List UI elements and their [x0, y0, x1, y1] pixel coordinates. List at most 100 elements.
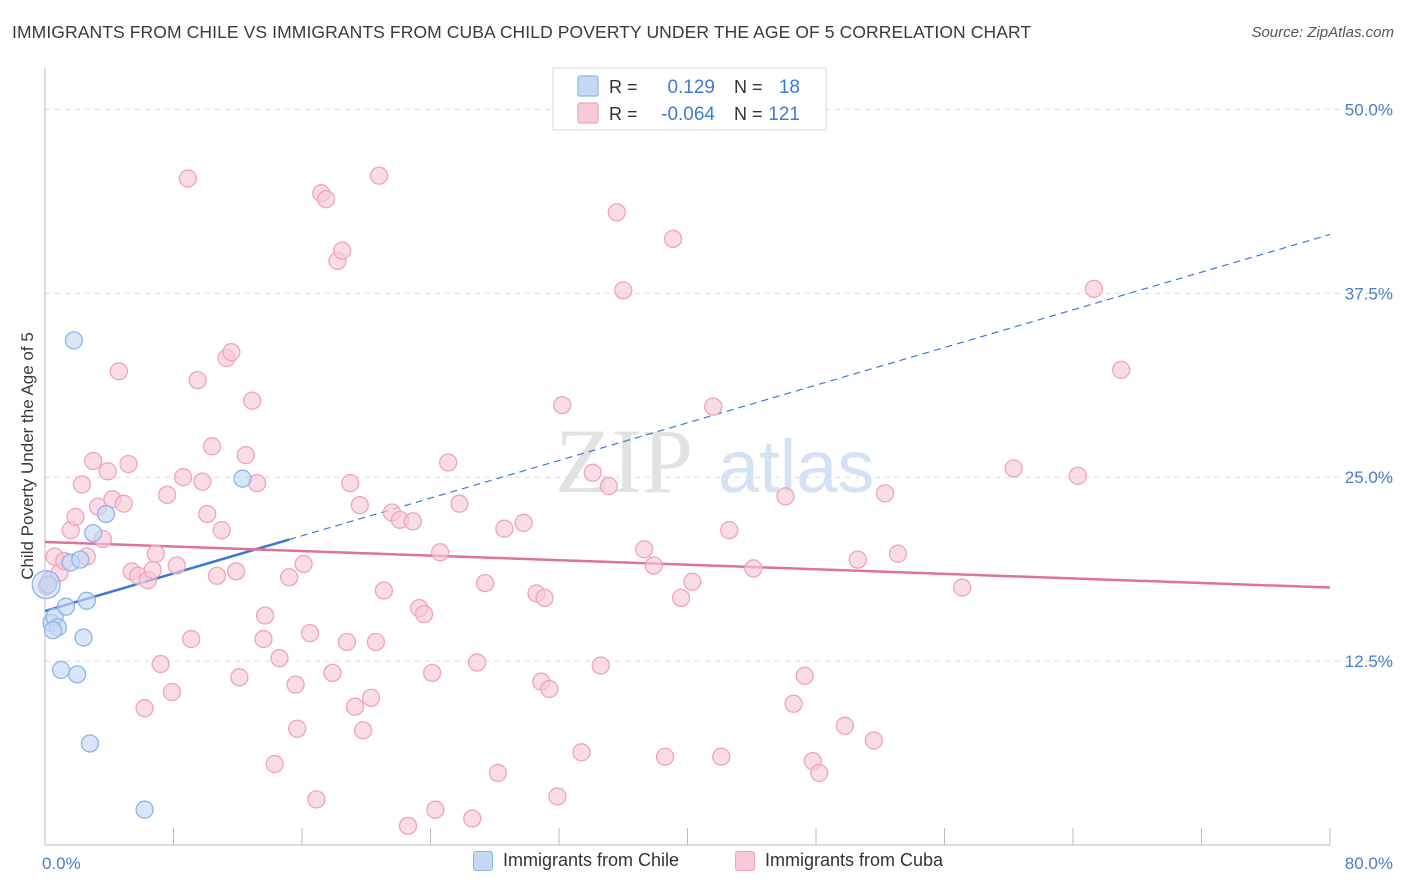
cuba-point: [202, 437, 222, 456]
cuba-point: [270, 649, 289, 668]
cuba-point: [488, 763, 508, 783]
cuba-point: [72, 475, 92, 494]
chile-point: [64, 331, 84, 350]
cuba-point: [535, 588, 554, 607]
cuba-point: [720, 521, 739, 540]
cuba-point: [193, 472, 212, 491]
gridlines: [45, 108, 1395, 662]
cuba-point: [143, 560, 162, 580]
cuba-point: [614, 281, 633, 300]
cuba-point: [875, 484, 895, 503]
cuba-point: [540, 679, 559, 699]
y-tick-labels: 12.5% 25.0% 37.5% 50.0%: [1345, 100, 1393, 671]
cuba-point: [683, 572, 702, 591]
cuba-point: [361, 688, 381, 708]
cuba-point: [222, 343, 241, 362]
chile-point: [56, 597, 76, 616]
cuba-point: [316, 190, 336, 209]
chile-point: [43, 621, 63, 640]
cuba-point: [207, 566, 227, 585]
cuba-point: [1068, 466, 1087, 485]
watermark-atlas: atlas: [718, 425, 874, 508]
cuba-point: [644, 556, 663, 575]
cuba-point: [109, 362, 129, 381]
trend-line-cuba: [44, 540, 1331, 589]
legend-n-label-cuba: N =: [734, 104, 763, 124]
cuba-point: [350, 496, 369, 515]
legend-n-value-chile: 18: [779, 77, 800, 98]
cuba-point: [888, 544, 908, 563]
cuba-point: [337, 632, 357, 652]
cuba-point: [398, 816, 418, 836]
cuba-point: [300, 624, 320, 643]
cuba-point: [230, 668, 249, 687]
axes: [44, 68, 1331, 846]
cuba-point: [450, 494, 469, 513]
cuba-point: [167, 556, 186, 575]
cuba-point: [162, 682, 182, 702]
cuba-point: [835, 716, 855, 735]
correlation-legend: R = 0.129 N = 18 R = -0.064 N = 121: [552, 67, 827, 131]
series-label-cuba: Immigrants from Cuba: [765, 850, 944, 870]
cuba-point: [182, 629, 201, 649]
x-tick-label-min: 0.0%: [42, 854, 81, 873]
chart-title: IMMIGRANTS FROM CHILE VS IMMIGRANTS FROM…: [12, 22, 1032, 42]
y-axis-label: Child Poverty Under the Age of 5: [18, 332, 37, 580]
cuba-point: [84, 451, 103, 471]
cuba-point: [288, 719, 307, 738]
chile-point: [67, 665, 87, 684]
chile-point: [135, 800, 154, 819]
legend-r-value-chile: 0.129: [667, 77, 715, 98]
chile-point: [51, 660, 71, 680]
cuba-point: [848, 550, 867, 569]
cuba-point: [704, 397, 723, 416]
cuba-point: [591, 656, 610, 675]
cuba-point: [1084, 279, 1104, 299]
cuba-point: [198, 504, 217, 524]
cuba-point: [151, 654, 170, 674]
series-swatch-cuba: [735, 850, 755, 871]
cuba-point: [495, 519, 514, 538]
cuba-point: [548, 787, 567, 806]
cuba-point: [655, 747, 675, 766]
legend-r-value-cuba: -0.064: [661, 104, 715, 125]
cuba-point: [353, 721, 373, 740]
cuba-point: [236, 445, 255, 465]
chile-point: [74, 628, 93, 647]
watermark-zip: ZIP: [555, 410, 693, 512]
y-tick-label: 12.5%: [1345, 652, 1393, 671]
cuba-point: [307, 790, 326, 809]
chile-point: [84, 523, 103, 543]
cuba-point: [135, 699, 154, 718]
cuba-point: [776, 487, 795, 506]
cuba-point: [366, 632, 386, 652]
cuba-point: [1112, 360, 1131, 379]
cuba-point: [98, 462, 117, 481]
series-legend-item-cuba: Immigrants from Cuba: [735, 850, 943, 871]
cuba-point: [953, 578, 972, 597]
cuba-point: [178, 169, 198, 188]
cuba-point: [226, 562, 246, 581]
cuba-point: [634, 540, 654, 559]
cuba-point: [663, 229, 683, 249]
series-swatch-chile: [473, 850, 493, 871]
cuba-point: [430, 543, 450, 562]
chile-point: [96, 504, 116, 524]
cuba-point: [294, 554, 313, 574]
series-legend: Immigrants from Chile Immigrants from Cu…: [0, 850, 1406, 880]
cuba-point: [784, 694, 803, 713]
cuba-point: [1004, 459, 1023, 478]
x-tick-label-max: 80.0%: [1345, 854, 1393, 873]
cuba-point: [243, 391, 262, 410]
cuba-point: [119, 454, 138, 474]
chile-point: [233, 469, 252, 488]
cuba-point: [286, 675, 305, 694]
cuba-point: [422, 663, 442, 683]
cuba-point: [426, 800, 445, 819]
cuba-point: [333, 241, 352, 260]
cuba-point: [146, 544, 165, 563]
cuba-point: [463, 809, 482, 828]
cuba-point: [712, 747, 731, 766]
